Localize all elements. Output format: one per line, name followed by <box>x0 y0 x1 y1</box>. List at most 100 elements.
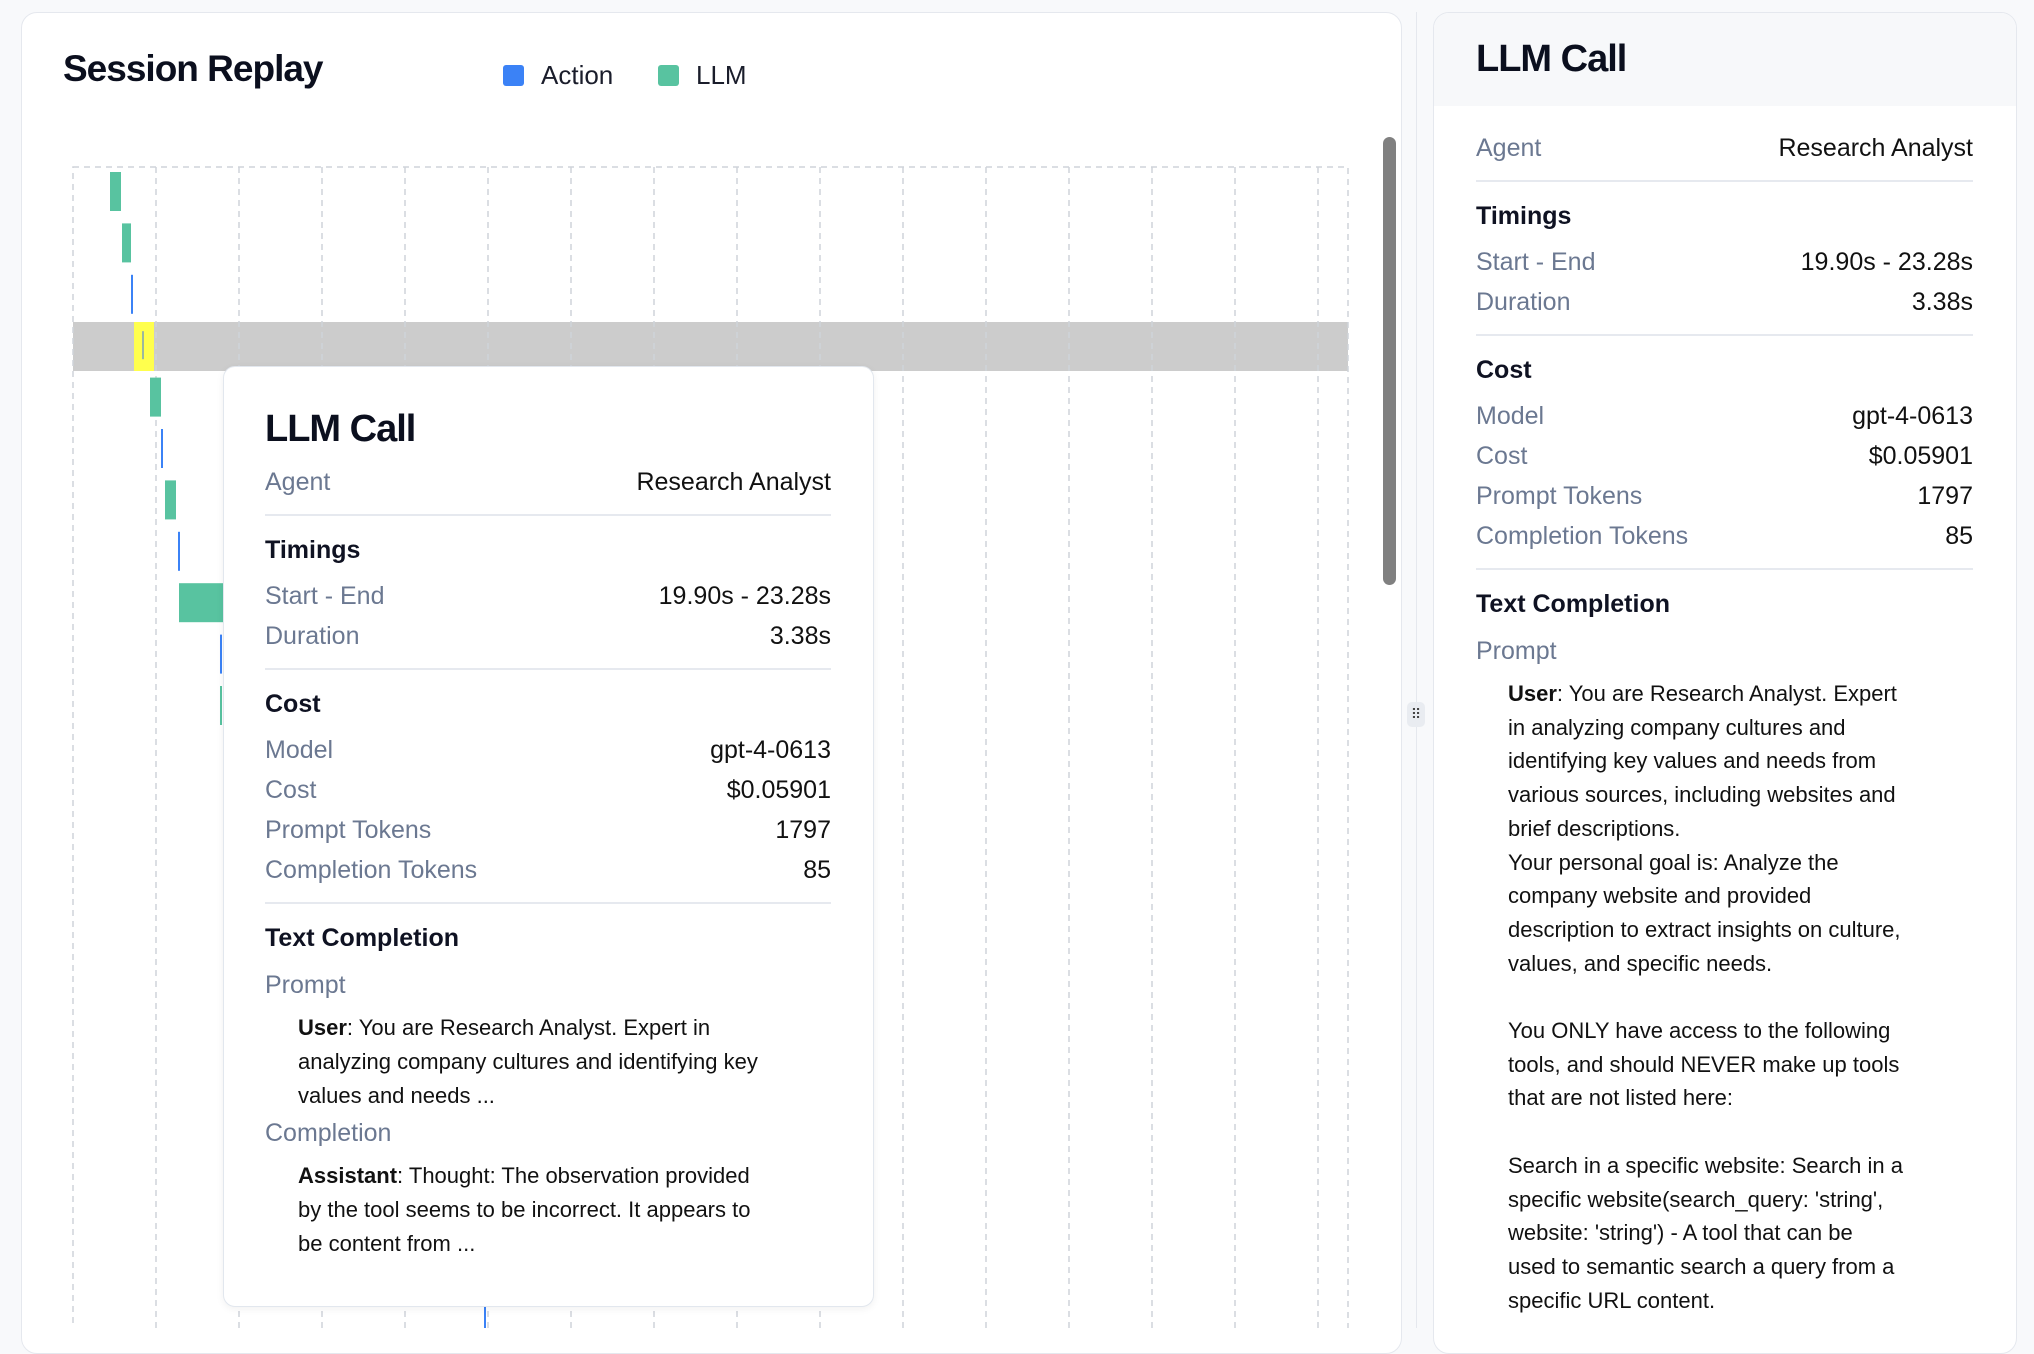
start-end-row: Start - End 19.90s - 23.28s <box>1476 242 1973 282</box>
action-swatch-icon <box>503 65 524 86</box>
divider <box>1476 568 1973 570</box>
duration-label: Duration <box>265 621 360 650</box>
timeline-bar-action <box>161 429 163 468</box>
legend-label: LLM <box>696 60 747 90</box>
timings-heading: Timings <box>265 535 361 564</box>
duration-value: 3.38s <box>769 621 831 650</box>
prompt-line: Your personal goal is: Analyze the <box>1508 849 1839 875</box>
completion-tokens-label: Completion Tokens <box>1476 521 1689 550</box>
timeline-bar-llm <box>165 480 176 520</box>
completion-tokens-row: Completion Tokens 85 <box>265 850 831 890</box>
start-end-value: 19.90s - 23.28s <box>658 581 831 610</box>
completion-label: Completion <box>265 1118 392 1147</box>
timeline-bar-llm <box>110 172 121 211</box>
text-completion-heading: Text Completion <box>265 923 459 952</box>
prompt-tokens-label: Prompt Tokens <box>1476 481 1643 510</box>
completion-tokens-value: 85 <box>1945 521 1973 550</box>
start-end-row: Start - End 19.90s - 23.28s <box>265 576 831 616</box>
details-panel: LLM Call Agent Research Analyst Timings S… <box>1433 12 2017 1354</box>
timeline-bar-action <box>178 531 180 571</box>
divider <box>1476 334 1973 336</box>
divider <box>1476 180 1973 182</box>
agent-label: Agent <box>265 467 331 496</box>
start-end-value: 19.90s - 23.28s <box>1800 247 1973 276</box>
timings-heading: Timings <box>1476 201 1572 230</box>
completion-tokens-value: 85 <box>803 855 831 884</box>
completion-line: : Thought: The observation provided <box>397 1163 750 1188</box>
prompt-line: specific website(search_query: 'string', <box>1508 1186 1884 1212</box>
cost-row: Cost $0.05901 <box>1476 436 1973 476</box>
prompt-line: analyzing company cultures and identifyi… <box>298 1049 758 1074</box>
legend-label: Action <box>541 60 614 90</box>
prompt-line: brief descriptions. <box>1508 815 1681 841</box>
llm-swatch-icon <box>658 65 679 86</box>
timeline-bar-action <box>220 634 222 674</box>
model-row: Model gpt-4-0613 <box>265 730 831 770</box>
prompt-tokens-label: Prompt Tokens <box>265 815 432 844</box>
prompt-tokens-row: Prompt Tokens 1797 <box>1476 476 1973 516</box>
tooltip-title: LLM Call <box>265 407 416 450</box>
prompt-label: Prompt <box>265 970 346 999</box>
prompt-line: company website and provided <box>1508 883 1812 909</box>
page-title: Session Replay <box>63 48 324 89</box>
divider <box>265 514 831 516</box>
prompt-tokens-value: 1797 <box>775 815 831 844</box>
resize-handle-icon[interactable]: ⠿ <box>1407 702 1425 727</box>
divider <box>265 668 831 670</box>
prompt-label: Prompt <box>1476 636 1557 665</box>
model-value: gpt-4-0613 <box>1852 401 1973 430</box>
completion-line: be content from ... <box>298 1231 476 1256</box>
divider <box>265 902 831 904</box>
cost-label: Cost <box>1476 441 1528 470</box>
duration-label: Duration <box>1476 287 1571 316</box>
prompt-line: : You are Research Analyst. Expert <box>1556 681 1897 706</box>
prompt-line: identifying key values and needs from <box>1508 748 1877 774</box>
start-end-label: Start - End <box>1476 247 1596 276</box>
prompt-tokens-row: Prompt Tokens 1797 <box>265 810 831 850</box>
prompt-text: User: You are Research Analyst. Expert i… <box>298 1011 831 1113</box>
agent-value: Research Analyst <box>1778 133 1973 162</box>
cost-heading: Cost <box>265 689 321 718</box>
duration-row: Duration 3.38s <box>265 616 831 656</box>
prompt-line: values and needs ... <box>298 1083 495 1108</box>
legend-item-llm: LLM <box>658 60 747 91</box>
completion-text: Assistant: Thought: The observation prov… <box>298 1159 831 1261</box>
prompt-role: User <box>1508 681 1557 706</box>
event-tooltip: LLM Call Agent Research Analyst Timings S… <box>223 366 874 1307</box>
prompt-role: User <box>298 1015 347 1040</box>
completion-role: Assistant <box>298 1163 398 1188</box>
cost-value: $0.05901 <box>726 775 831 804</box>
prompt-tokens-value: 1797 <box>1917 481 1973 510</box>
agent-row: Agent Research Analyst <box>265 462 831 502</box>
cost-heading: Cost <box>1476 355 1532 384</box>
prompt-line: that are not listed here: <box>1508 1085 1734 1111</box>
timeline-bar-action <box>484 1302 486 1328</box>
agent-row: Agent Research Analyst <box>1476 128 1973 168</box>
prompt-line: used to semantic search a query from a <box>1508 1253 1895 1279</box>
timeline-bar-llm <box>150 377 161 417</box>
prompt-line: description to extract insights on cultu… <box>1508 916 1901 942</box>
timeline-bar-llm <box>220 686 222 725</box>
timeline-bar-llm <box>142 331 144 360</box>
model-row: Model gpt-4-0613 <box>1476 396 1973 436</box>
prompt-line: You ONLY have access to the following <box>1508 1018 1891 1044</box>
cost-label: Cost <box>265 775 317 804</box>
completion-line: by the tool seems to be incorrect. It ap… <box>298 1197 751 1222</box>
start-end-label: Start - End <box>265 581 385 610</box>
details-title: LLM Call <box>1476 38 1627 80</box>
completion-tokens-label: Completion Tokens <box>265 855 478 884</box>
agent-label: Agent <box>1476 133 1542 162</box>
model-label: Model <box>265 735 334 764</box>
cost-row: Cost $0.05901 <box>265 770 831 810</box>
duration-value: 3.38s <box>1911 287 1973 316</box>
completion-tokens-row: Completion Tokens 85 <box>1476 516 1973 556</box>
timeline-bar-llm <box>122 223 131 263</box>
selected-row-highlight <box>73 322 1348 371</box>
timeline-bar-action <box>131 274 133 314</box>
agent-value: Research Analyst <box>636 467 831 496</box>
details-header: LLM Call <box>1434 13 2016 106</box>
prompt-text: User: You are Research Analyst. Expert i… <box>1508 677 1973 1317</box>
prompt-line: website: 'string') - A tool that can be <box>1508 1220 1853 1246</box>
prompt-line: Search in a specific website: Search in … <box>1508 1152 1903 1178</box>
timeline-scrollbar[interactable] <box>1383 137 1396 585</box>
